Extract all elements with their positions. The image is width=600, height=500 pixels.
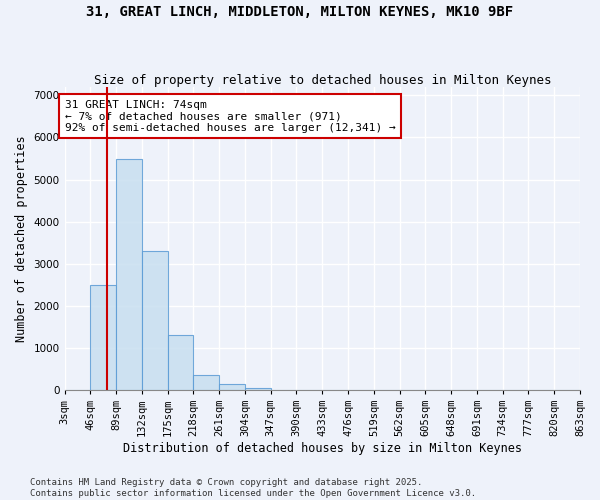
Text: 31 GREAT LINCH: 74sqm
← 7% of detached houses are smaller (971)
92% of semi-deta: 31 GREAT LINCH: 74sqm ← 7% of detached h… bbox=[65, 100, 395, 133]
Title: Size of property relative to detached houses in Milton Keynes: Size of property relative to detached ho… bbox=[94, 74, 551, 87]
Bar bbox=[91, 284, 116, 390]
Bar bbox=[219, 384, 245, 390]
Y-axis label: Number of detached properties: Number of detached properties bbox=[15, 135, 28, 342]
Bar bbox=[142, 251, 167, 390]
Bar bbox=[167, 335, 193, 390]
X-axis label: Distribution of detached houses by size in Milton Keynes: Distribution of detached houses by size … bbox=[123, 442, 522, 455]
Text: 31, GREAT LINCH, MIDDLETON, MILTON KEYNES, MK10 9BF: 31, GREAT LINCH, MIDDLETON, MILTON KEYNE… bbox=[86, 5, 514, 19]
Bar bbox=[245, 388, 271, 390]
Bar bbox=[116, 158, 142, 390]
Text: Contains HM Land Registry data © Crown copyright and database right 2025.
Contai: Contains HM Land Registry data © Crown c… bbox=[30, 478, 476, 498]
Bar bbox=[193, 375, 219, 390]
